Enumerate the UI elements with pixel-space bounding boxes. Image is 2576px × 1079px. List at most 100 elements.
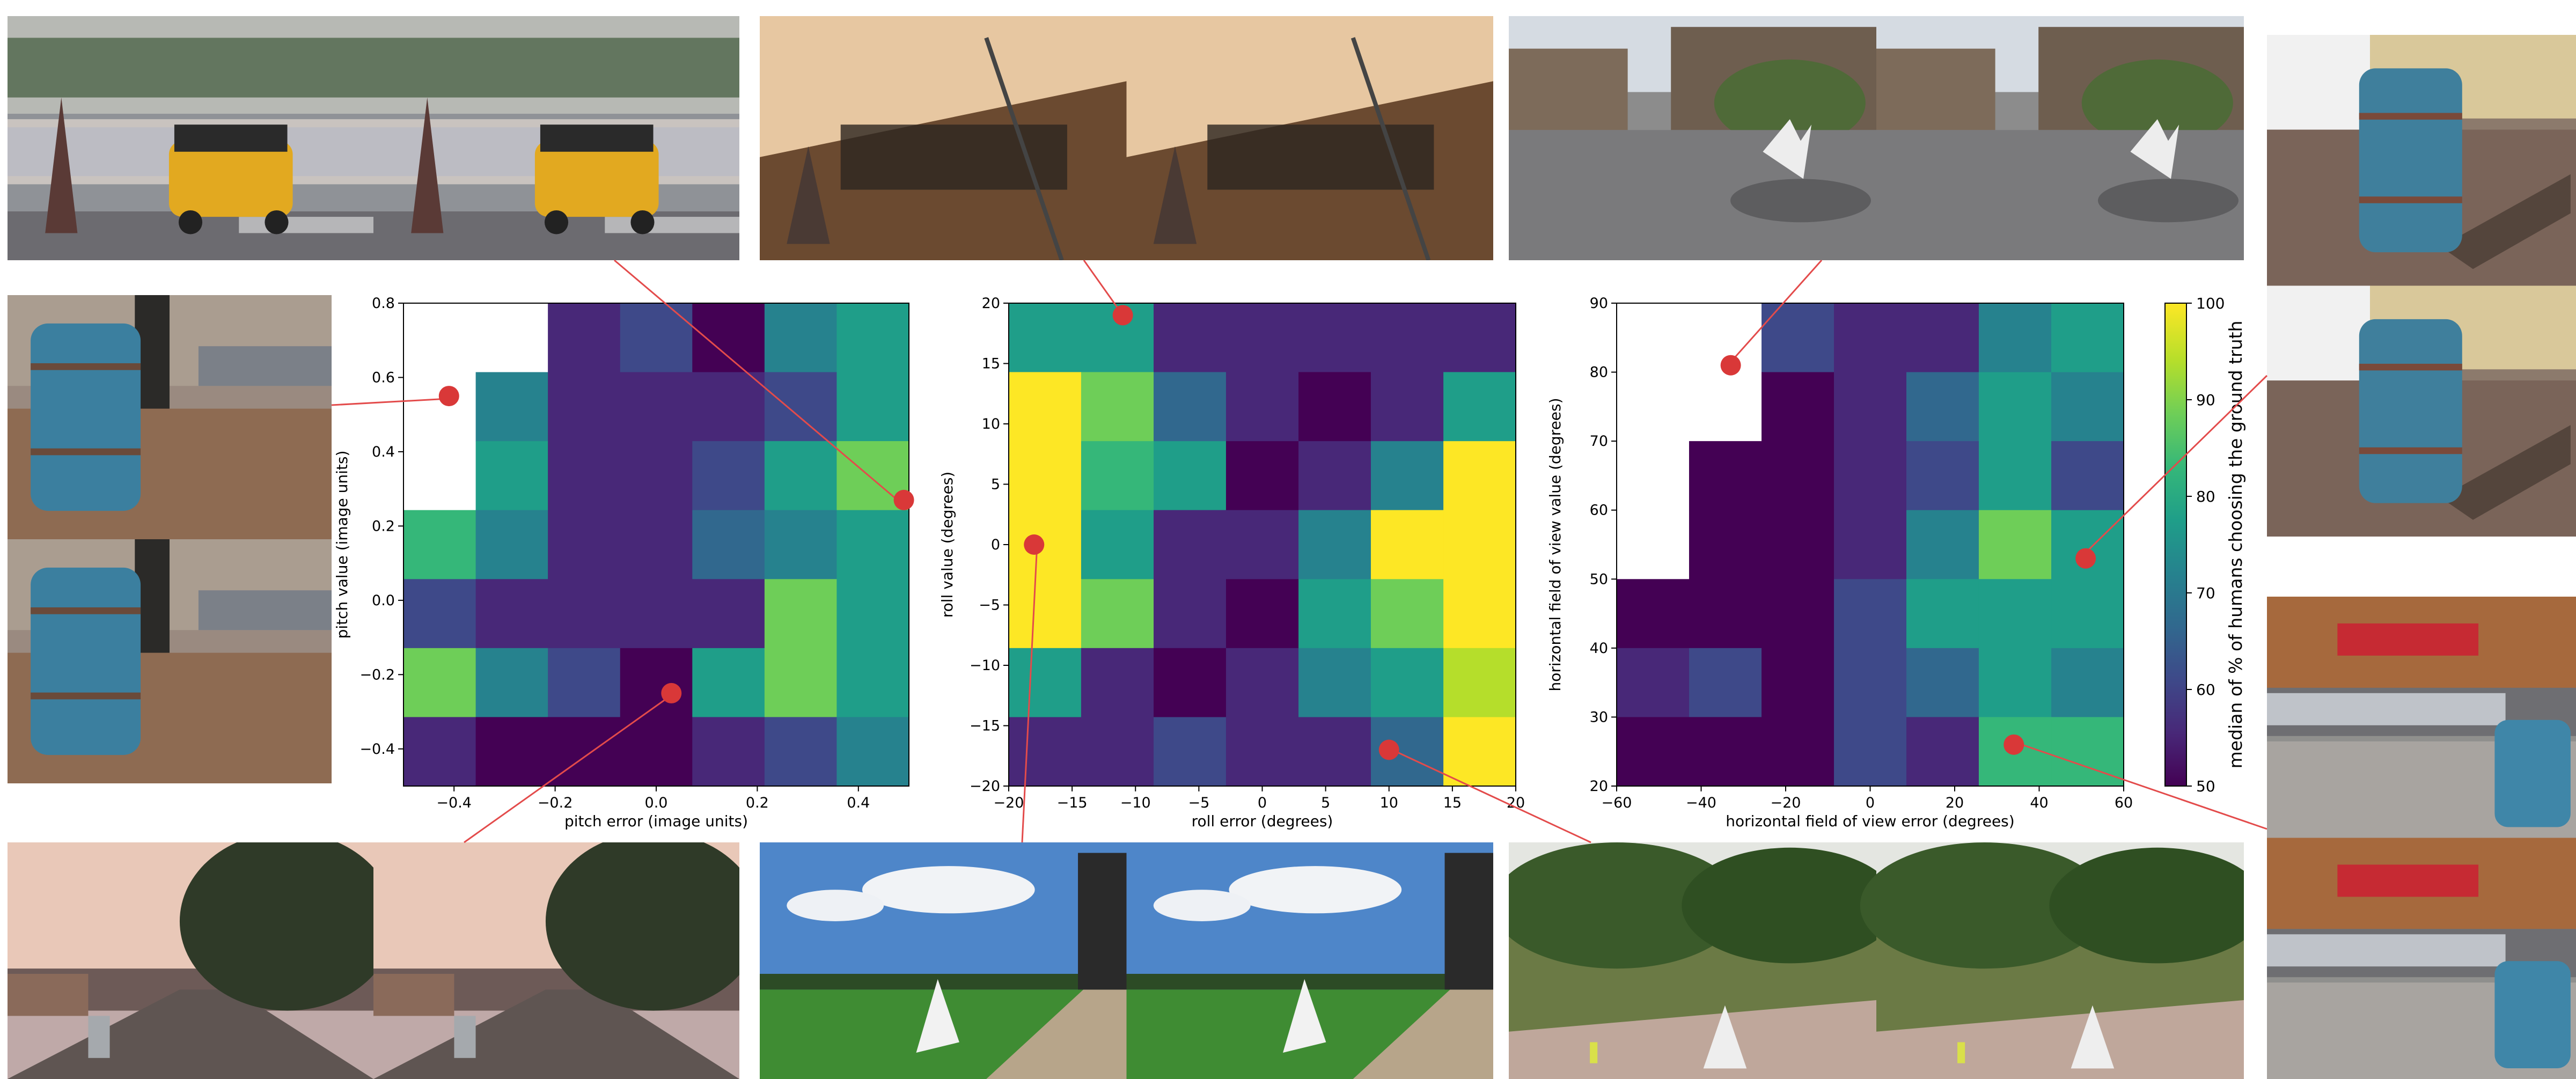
colorbar-tick-label: 90 xyxy=(2196,391,2215,409)
heatmap-cell xyxy=(1617,717,1690,787)
heatmap-cell xyxy=(1370,510,1444,579)
heatmap-cell xyxy=(2051,579,2124,649)
photo-barrel-right-pair xyxy=(2267,35,2576,537)
heatmap-cell xyxy=(620,510,693,579)
heatmap-cell xyxy=(1443,441,1516,511)
x-tick-label: 20 xyxy=(1507,795,1525,811)
heatmap-cell xyxy=(1834,303,1907,373)
heatmap-cell xyxy=(1225,510,1299,579)
x-tick-label: 40 xyxy=(2030,795,2048,811)
heatmap-cell xyxy=(1834,579,1907,649)
x-tick-label: 0.0 xyxy=(645,795,668,811)
heatmap-cell xyxy=(403,579,476,649)
heatmap-cell xyxy=(1443,579,1516,649)
heatmap-cell xyxy=(1834,648,1907,718)
y-tick-label: 0.0 xyxy=(372,592,395,609)
y-tick-label: 0.2 xyxy=(372,518,395,534)
connector-line xyxy=(331,398,449,406)
y-tick-label: −0.2 xyxy=(359,666,395,683)
x-tick-label: 15 xyxy=(1443,795,1462,811)
sample-marker xyxy=(2003,734,2024,755)
roll-heatmap: −20 −15 −10 −5 0 5 10 15 20 −20 −15 −10 −5 0 5 10 15 20 ro… xyxy=(938,295,1525,830)
heatmap-cell xyxy=(1978,510,2052,579)
heatmap-cell xyxy=(1298,303,1371,373)
y-axis-label: pitch value (image units) xyxy=(333,451,351,639)
heatmap-cell xyxy=(1762,648,1834,718)
heatmap-cell xyxy=(548,579,621,649)
heatmap-cell xyxy=(1834,441,1907,511)
heatmap-cell xyxy=(1762,717,1834,787)
y-tick-label: 0.6 xyxy=(372,369,395,386)
sample-marker xyxy=(1378,739,1399,760)
heatmap-cell xyxy=(1762,579,1834,649)
x-tick-label: 20 xyxy=(1946,795,1964,811)
heatmap-cell xyxy=(1154,372,1227,442)
heatmap-cell xyxy=(764,717,837,787)
heatmap-cell xyxy=(403,648,476,718)
heatmap-cell xyxy=(1009,717,1082,787)
heatmap-cell xyxy=(403,510,476,579)
heatmap-cell xyxy=(1689,717,1762,787)
y-tick-label: −15 xyxy=(970,718,1000,735)
heatmap-cell xyxy=(1762,441,1834,511)
heatmap-cell xyxy=(764,441,837,511)
heatmap-cell xyxy=(1978,648,2052,718)
x-tick-label: −5 xyxy=(1188,795,1209,811)
heatmap-cell xyxy=(764,648,837,718)
colorbar-ticks: 50 60 70 80 90 100 xyxy=(2186,295,2225,795)
y-tick-label: 20 xyxy=(982,295,1000,312)
heatmap-cell xyxy=(1443,372,1516,442)
heatmap-cell xyxy=(1689,510,1762,579)
heatmap-cell xyxy=(2051,303,2124,373)
pitch-heatmap: −0.4 −0.2 0.0 0.2 0.4 −0.4 −0.2 0.0 0.2 0.4 0.6 0.8… xyxy=(333,295,909,830)
heatmap-cell xyxy=(1009,372,1082,442)
connector-line xyxy=(1083,260,1124,316)
heatmap-cell xyxy=(836,372,909,442)
photo-park-pair xyxy=(1509,842,2244,1079)
connector-line xyxy=(2017,742,2267,830)
heatmap-cell xyxy=(1689,579,1762,649)
heatmap-cell xyxy=(1298,648,1371,718)
heatmap-cell xyxy=(620,717,693,787)
heatmap-cell xyxy=(1906,372,1979,442)
heatmap-cell xyxy=(548,648,621,718)
heatmap-cell xyxy=(692,579,765,649)
y-tick-label: −20 xyxy=(970,778,1000,795)
heatmap-cell xyxy=(1225,303,1299,373)
heatmap-cell xyxy=(1298,579,1371,649)
heatmap-cell xyxy=(1298,717,1371,787)
colorbar-gradient xyxy=(2164,303,2187,787)
heatmap-cell xyxy=(620,441,693,511)
heatmap-cell xyxy=(1762,510,1834,579)
x-tick-label: 0.2 xyxy=(746,795,769,811)
heatmap-cell xyxy=(1834,510,1907,579)
connector-line xyxy=(1021,543,1038,843)
connector-lines xyxy=(331,259,2268,843)
heatmap-cell xyxy=(692,717,765,787)
heatmap-cell xyxy=(475,717,548,787)
heatmap-cell xyxy=(836,510,909,579)
heatmap-cell xyxy=(2051,441,2124,511)
heatmap-cell xyxy=(1225,579,1299,649)
photo-indoor-pair xyxy=(760,16,1493,260)
colorbar: 50 60 70 80 90 100 median of % of humans choo… xyxy=(2164,295,2246,795)
heatmap-cell xyxy=(1906,510,1979,579)
y-tick-label: 80 xyxy=(1590,364,1608,381)
heatmap-cell xyxy=(1443,303,1516,373)
heatmap-cell xyxy=(764,510,837,579)
heatmap-cell xyxy=(1154,648,1227,718)
y-tick-label: 70 xyxy=(1590,433,1608,450)
connector-line xyxy=(1386,746,1591,843)
heatmap-cell xyxy=(1906,579,1979,649)
heatmap-cell xyxy=(692,441,765,511)
y-tick-label: 5 xyxy=(991,476,1000,493)
y-tick-label: 30 xyxy=(1590,709,1608,725)
x-tick-label: −20 xyxy=(994,795,1024,811)
markers-layer xyxy=(438,305,2096,760)
heatmap-cell xyxy=(1370,372,1444,442)
x-tick-label: 10 xyxy=(1380,795,1398,811)
heatmap-cell xyxy=(1298,510,1371,579)
connector-line xyxy=(614,259,896,499)
y-tick-label: 0.8 xyxy=(372,295,395,312)
